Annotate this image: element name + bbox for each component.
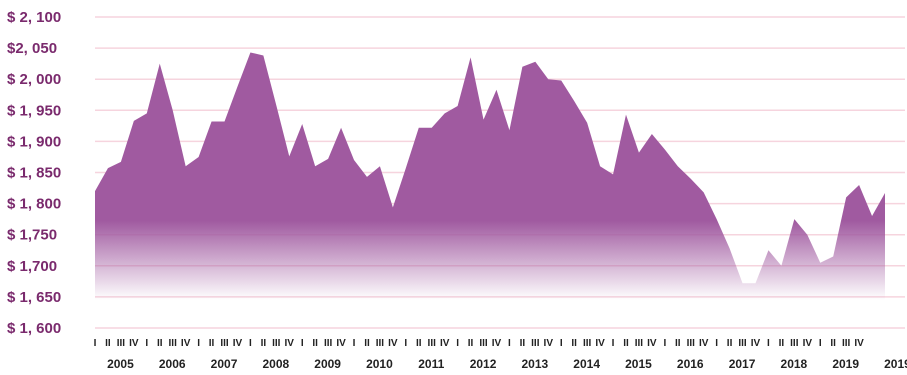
quarter-tick-label: III xyxy=(479,338,488,349)
quarter-tick-label: IV xyxy=(233,338,243,349)
quarter-tick-label: II xyxy=(209,338,215,349)
quarter-tick-label: II xyxy=(520,338,526,349)
quarter-tick-label: III xyxy=(169,338,178,349)
year-label: 2014 xyxy=(573,357,600,371)
quarter-tick-label: I xyxy=(508,338,511,349)
quarter-tick-label: I xyxy=(145,338,148,349)
quarter-tick-label: II xyxy=(727,338,733,349)
quarter-tick-label: II xyxy=(416,338,422,349)
quarter-tick-label: III xyxy=(324,338,333,349)
quarter-tick-label: IV xyxy=(440,338,450,349)
quarter-tick-label: III xyxy=(738,338,747,349)
year-label: 2008 xyxy=(262,357,289,371)
quarter-tick-label: I xyxy=(456,338,459,349)
quarter-tick-label: I xyxy=(404,338,407,349)
price-area xyxy=(95,52,885,301)
quarter-tick-label: IV xyxy=(595,338,605,349)
year-label: 2015 xyxy=(625,357,652,371)
quarter-tick-label: II xyxy=(830,338,836,349)
quarter-tick-label: III xyxy=(117,338,126,349)
quarter-tick-label: III xyxy=(531,338,540,349)
quarter-tick-label: I xyxy=(612,338,615,349)
y-tick-label: $ 1, 850 xyxy=(7,165,61,182)
year-label: 2005 xyxy=(107,357,134,371)
quarter-tick-label: IV xyxy=(647,338,657,349)
quarter-tick-label: I xyxy=(94,338,97,349)
quarter-tick-label: II xyxy=(571,338,577,349)
quarter-tick-label: III xyxy=(583,338,592,349)
year-label: 2019 xyxy=(884,357,907,371)
year-label: 2009 xyxy=(314,357,341,371)
year-label: 2018 xyxy=(781,357,808,371)
year-label: 2006 xyxy=(159,357,186,371)
y-tick-label: $ 1,750 xyxy=(7,227,57,244)
quarter-tick-label: III xyxy=(428,338,437,349)
quarter-tick-label: II xyxy=(779,338,785,349)
y-tick-label: $ 2, 100 xyxy=(7,9,61,26)
quarter-tick-label: I xyxy=(197,338,200,349)
quarter-tick-label: III xyxy=(635,338,644,349)
quarter-tick-label: I xyxy=(560,338,563,349)
year-label: 2017 xyxy=(729,357,756,371)
y-tick-label: $ 1, 600 xyxy=(7,320,61,337)
quarter-tick-label: III xyxy=(272,338,281,349)
quarter-tick-label: IV xyxy=(803,338,813,349)
y-axis-ticks: $ 1, 600 $ 1, 650 $ 1,700 $ 1,750 $ 1, 800 $ … xyxy=(7,9,61,337)
quarter-tick-label: II xyxy=(157,338,163,349)
quarter-tick-label: IV xyxy=(285,338,295,349)
quarter-tick-label: I xyxy=(819,338,822,349)
year-label: 2016 xyxy=(677,357,704,371)
quarter-tick-label: IV xyxy=(854,338,864,349)
year-label: 2010 xyxy=(366,357,393,371)
quarter-tick-label: IV xyxy=(336,338,346,349)
y-tick-label: $ 1, 800 xyxy=(7,196,61,213)
quarter-tick-label: III xyxy=(842,338,851,349)
quarter-tick-label: I xyxy=(353,338,356,349)
quarter-tick-label: III xyxy=(687,338,696,349)
quarter-tick-label: IV xyxy=(751,338,761,349)
quarter-tick-label: III xyxy=(790,338,799,349)
quarter-tick-label: IV xyxy=(181,338,191,349)
quarter-tick-label: I xyxy=(663,338,666,349)
quarter-tick-label: II xyxy=(261,338,267,349)
year-label: 2011 xyxy=(418,357,444,371)
y-tick-label: $ 1, 950 xyxy=(7,102,61,119)
quarter-tick-label: IV xyxy=(492,338,502,349)
quarter-tick-label: II xyxy=(105,338,111,349)
quarter-tick-label: II xyxy=(623,338,629,349)
quarter-tick-label: I xyxy=(767,338,770,349)
year-label: 2013 xyxy=(521,357,548,371)
year-label: 2007 xyxy=(211,357,238,371)
quarter-ticks: I II III IV I II III IV I II III IV I II III IV I II III IV… xyxy=(94,338,865,349)
y-tick-label: $ 1, 900 xyxy=(7,133,61,150)
y-tick-label: $ 1, 650 xyxy=(7,289,61,306)
year-labels: 2005 2006 2007 2008 2009 2010 2011 2012 2013 2014… xyxy=(107,357,907,371)
y-tick-label: $2, 050 xyxy=(7,40,57,57)
quarter-tick-label: IV xyxy=(544,338,554,349)
quarter-tick-label: III xyxy=(220,338,229,349)
quarter-tick-label: II xyxy=(468,338,474,349)
quarter-tick-label: IV xyxy=(129,338,139,349)
quarter-tick-label: IV xyxy=(699,338,709,349)
y-tick-label: $ 2, 000 xyxy=(7,71,61,88)
year-label: 2012 xyxy=(470,357,497,371)
year-label: 2019 xyxy=(832,357,859,371)
quarter-tick-label: II xyxy=(364,338,370,349)
y-tick-label: $ 1,700 xyxy=(7,258,57,275)
quarter-tick-label: I xyxy=(301,338,304,349)
quarter-tick-label: I xyxy=(715,338,718,349)
quarter-tick-label: II xyxy=(312,338,318,349)
quarter-tick-label: I xyxy=(249,338,252,349)
quarter-tick-label: IV xyxy=(388,338,398,349)
quarter-tick-label: II xyxy=(675,338,681,349)
quarter-tick-label: III xyxy=(376,338,385,349)
